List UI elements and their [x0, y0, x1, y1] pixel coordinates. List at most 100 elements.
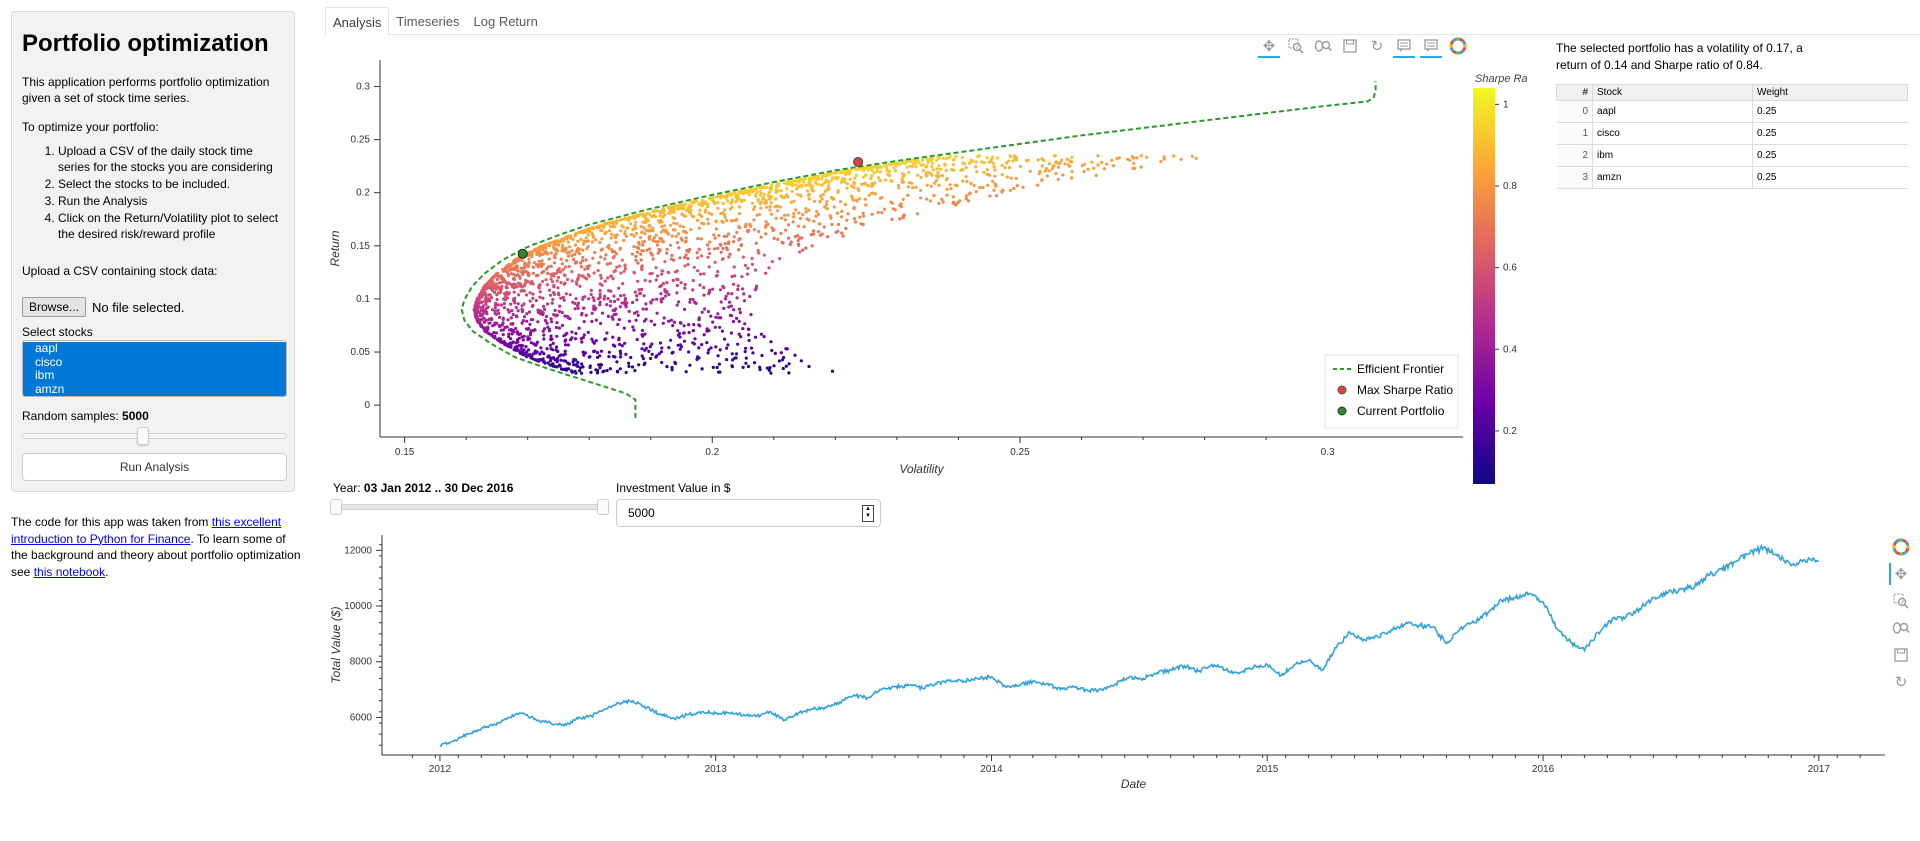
stock-option[interactable]: cisco [23, 355, 286, 369]
row-weight[interactable]: 0.25 [1752, 144, 1908, 167]
sample-point [575, 260, 579, 264]
slider-handle[interactable] [136, 427, 149, 445]
range-end-handle[interactable] [597, 499, 609, 515]
sample-point [667, 293, 671, 297]
sample-point [554, 252, 558, 256]
row-weight[interactable]: 0.25 [1752, 122, 1908, 145]
python-finance-link[interactable]: this excellent introduction to Python fo… [11, 515, 282, 546]
wheel-zoom-icon[interactable] [1312, 36, 1334, 58]
row-stock[interactable]: amzn [1592, 166, 1753, 189]
hover-icon[interactable] [1393, 36, 1415, 58]
table-row[interactable]: 3 amzn 0.25 [1556, 166, 1908, 189]
sample-point [774, 197, 778, 201]
bokeh-logo-icon[interactable] [1889, 536, 1911, 558]
sample-point [634, 214, 638, 218]
sample-point [619, 229, 623, 233]
row-stock[interactable]: aapl [1592, 100, 1753, 123]
sample-point [544, 314, 548, 319]
colorbar-title: Sharpe Ra [1475, 73, 1528, 85]
col-stock-header[interactable]: Stock [1592, 84, 1753, 101]
table-row[interactable]: 2 ibm 0.25 [1556, 144, 1908, 167]
browse-button[interactable]: Browse... [22, 297, 87, 317]
sample-point [585, 277, 589, 281]
sample-point [776, 237, 780, 241]
sample-point [703, 307, 707, 311]
stock-option[interactable]: ibm [23, 368, 286, 383]
current-portfolio-point[interactable] [517, 248, 528, 259]
sample-point [790, 189, 794, 193]
sample-point [641, 249, 645, 253]
sample-point [993, 168, 997, 172]
stock-multiselect[interactable]: aapl cisco ibm amzn [22, 340, 287, 397]
stock-option[interactable]: amzn [23, 382, 286, 396]
sample-point [982, 170, 986, 175]
reset-icon[interactable]: ↻ [1370, 38, 1384, 55]
pan-icon[interactable]: ✥ [1889, 563, 1911, 585]
row-stock[interactable]: ibm [1592, 144, 1753, 167]
row-stock[interactable]: cisco [1592, 122, 1753, 145]
sample-point [830, 222, 834, 227]
notebook-link[interactable]: this notebook [33, 564, 106, 579]
year-range-slider[interactable] [330, 499, 609, 515]
sample-point [606, 245, 610, 249]
sample-point [683, 214, 687, 218]
save-icon[interactable] [1339, 36, 1361, 58]
tab-log-return[interactable]: Log Return [473, 14, 538, 29]
sample-point [756, 248, 760, 253]
max-sharpe-point[interactable] [853, 156, 864, 167]
sample-point [624, 216, 628, 220]
sample-point [753, 205, 757, 209]
run-analysis-button[interactable]: Run Analysis [22, 453, 287, 481]
sample-point [675, 241, 680, 245]
box-zoom-icon[interactable] [1889, 590, 1911, 612]
sample-point [487, 317, 491, 321]
reset-icon[interactable]: ↻ [1894, 674, 1908, 691]
wheel-zoom-icon[interactable] [1889, 617, 1911, 639]
investment-input[interactable]: 5000 ▲ ▼ [616, 499, 881, 527]
hover-alt-icon[interactable] [1420, 36, 1442, 58]
row-weight[interactable]: 0.25 [1752, 100, 1908, 123]
sample-point [870, 212, 874, 216]
investment-value[interactable]: 5000 [628, 506, 655, 520]
table-row[interactable]: 1 cisco 0.25 [1556, 122, 1908, 145]
sample-point [730, 192, 734, 196]
sample-point [609, 236, 613, 240]
stock-option[interactable]: aapl [23, 341, 286, 356]
sample-point [536, 320, 540, 324]
col-index-header[interactable]: # [1556, 84, 1593, 101]
sample-point [569, 369, 574, 373]
sample-point [992, 165, 996, 169]
sample-point [1008, 188, 1013, 192]
sample-point [502, 340, 506, 344]
sample-point [733, 191, 737, 195]
sample-point [779, 351, 783, 355]
sample-point [757, 229, 761, 234]
spinner-icon[interactable]: ▲ ▼ [862, 504, 874, 522]
save-icon[interactable] [1889, 644, 1911, 666]
sample-point [793, 235, 797, 239]
row-weight[interactable]: 0.25 [1752, 166, 1908, 189]
sample-point [508, 328, 512, 332]
sample-point [531, 318, 535, 322]
sample-point [623, 230, 627, 234]
samples-slider[interactable] [22, 427, 287, 445]
range-start-handle[interactable] [330, 499, 342, 515]
sample-point [603, 257, 607, 261]
sample-point [766, 193, 770, 197]
sample-point [713, 260, 717, 264]
tab-timeseries[interactable]: Timeseries [396, 14, 460, 29]
sample-point [722, 234, 726, 239]
sample-point [916, 173, 920, 177]
col-weight-header[interactable]: Weight [1752, 84, 1908, 101]
sample-point [792, 215, 796, 219]
box-zoom-icon[interactable] [1285, 36, 1307, 58]
bokeh-logo-icon[interactable] [1447, 36, 1469, 58]
sample-point [648, 224, 652, 228]
tab-analysis[interactable]: Analysis [325, 7, 390, 36]
sample-point [744, 222, 748, 226]
sample-point [1060, 158, 1064, 162]
pan-icon[interactable]: ✥ [1258, 36, 1280, 58]
scatter-chart[interactable]: 00.050.10.150.20.250.30.15 0.2 0.25 0.3Vola… [325, 55, 1545, 485]
table-row[interactable]: 0 aapl 0.25 [1556, 100, 1908, 123]
